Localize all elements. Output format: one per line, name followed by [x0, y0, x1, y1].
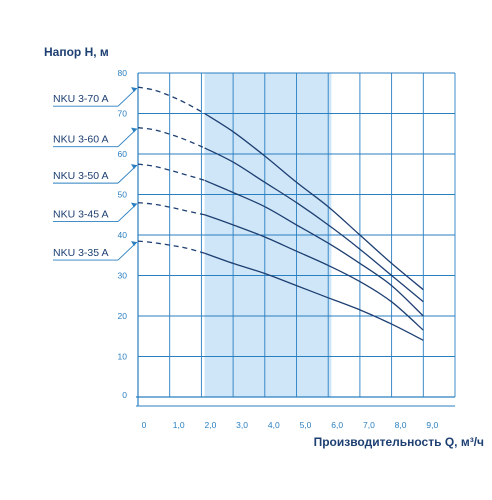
y-tick-label: 70	[118, 109, 128, 119]
y-tick-label: 20	[118, 311, 128, 321]
pump-curves	[137, 86, 424, 341]
x-tick-label: 7,0	[363, 420, 375, 430]
y-tick-label: 50	[118, 190, 128, 200]
series-leader-arrowhead	[131, 87, 137, 93]
series-label-nku-3-60-a: NKU 3-60 A	[53, 134, 108, 146]
series-label-nku-3-70-a: NKU 3-70 A	[53, 93, 108, 105]
x-tick-label: 9,0	[426, 420, 438, 430]
x-tick-label: 6,0	[331, 420, 343, 430]
curve-dashed-nku-3-50-a	[137, 163, 205, 181]
y-axis-ticks: 0 10 20 30 40 50 60 70 80	[118, 68, 128, 400]
y-tick-label: 60	[118, 149, 128, 159]
y-axis-title: Напор H, м	[44, 45, 109, 59]
curve-dashed-nku-3-35-a	[137, 240, 205, 254]
x-tick-label: 8,0	[395, 420, 407, 430]
series-label-nku-3-35-a: NKU 3-35 A	[53, 247, 108, 259]
y-tick-label: 40	[118, 230, 128, 240]
curve-solid-nku-3-70-a	[204, 112, 424, 291]
curve-solid-nku-3-60-a	[204, 147, 424, 303]
y-tick-label: 10	[118, 352, 128, 362]
x-tick-label: 1,0	[173, 420, 185, 430]
y-tick-label: 30	[118, 271, 128, 281]
series-leader-arrowhead	[131, 241, 137, 247]
x-tick-label: 2,0	[204, 420, 216, 430]
curve-solid-nku-3-50-a	[204, 179, 424, 317]
curve-solid-nku-3-45-a	[204, 214, 424, 331]
curve-dashed-nku-3-60-a	[137, 127, 205, 149]
x-tick-label: 3,0	[236, 420, 248, 430]
x-tick-label: 4,0	[268, 420, 280, 430]
series-leader-arrowhead	[131, 202, 137, 208]
x-axis-title: Производительность Q, м³/ч	[314, 435, 484, 449]
series-leader-arrowhead	[131, 127, 137, 133]
series-labels: NKU 3-70 A NKU 3-60 A NKU 3-50 A NKU 3-45 A…	[53, 87, 138, 261]
curve-solid-nku-3-35-a	[204, 252, 424, 341]
series-label-nku-3-45-a: NKU 3-45 A	[53, 209, 108, 221]
series-leader-arrowhead	[131, 164, 137, 170]
curve-dashed-nku-3-45-a	[137, 201, 205, 216]
curve-dashed-nku-3-70-a	[137, 86, 205, 115]
x-tick-label: 5,0	[300, 420, 312, 430]
x-axis-ticks: 0 1,0 2,0 3,0 4,0 5,0 6,0 7,0 8,0 9,0	[142, 420, 439, 430]
y-tick-label: 80	[118, 68, 128, 78]
y-tick-label: 0	[122, 390, 127, 400]
chart-grid	[136, 72, 456, 407]
x-tick-label: 0	[142, 420, 147, 430]
series-label-nku-3-50-a: NKU 3-50 A	[53, 170, 108, 182]
